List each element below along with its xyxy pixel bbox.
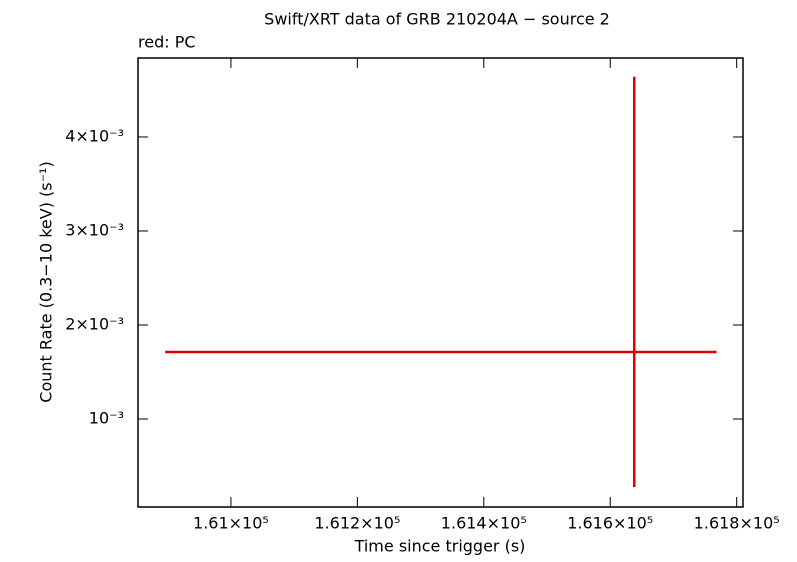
y-tick-label: 4×10⁻³ bbox=[65, 126, 124, 145]
x-axis-label: Time since trigger (s) bbox=[354, 537, 526, 556]
x-tick-label: 1.612×10⁵ bbox=[314, 514, 400, 533]
chart-subtitle: red: PC bbox=[138, 33, 196, 52]
chart-title: Swift/XRT data of GRB 210204A − source 2 bbox=[264, 10, 610, 29]
plot-frame bbox=[137, 57, 744, 508]
x-tick-label: 1.61×10⁵ bbox=[193, 514, 269, 533]
x-tick-label: 1.614×10⁵ bbox=[441, 514, 527, 533]
y-tick-label: 2×10⁻³ bbox=[65, 314, 124, 333]
x-tick-label: 1.618×10⁵ bbox=[694, 514, 780, 533]
y-tick-label: 3×10⁻³ bbox=[65, 220, 124, 239]
y-axis-label: Count Rate (0.3−10 keV) (s⁻¹) bbox=[37, 161, 56, 402]
x-tick-label: 1.616×10⁵ bbox=[567, 514, 653, 533]
y-tick-label: 10⁻³ bbox=[89, 409, 124, 428]
